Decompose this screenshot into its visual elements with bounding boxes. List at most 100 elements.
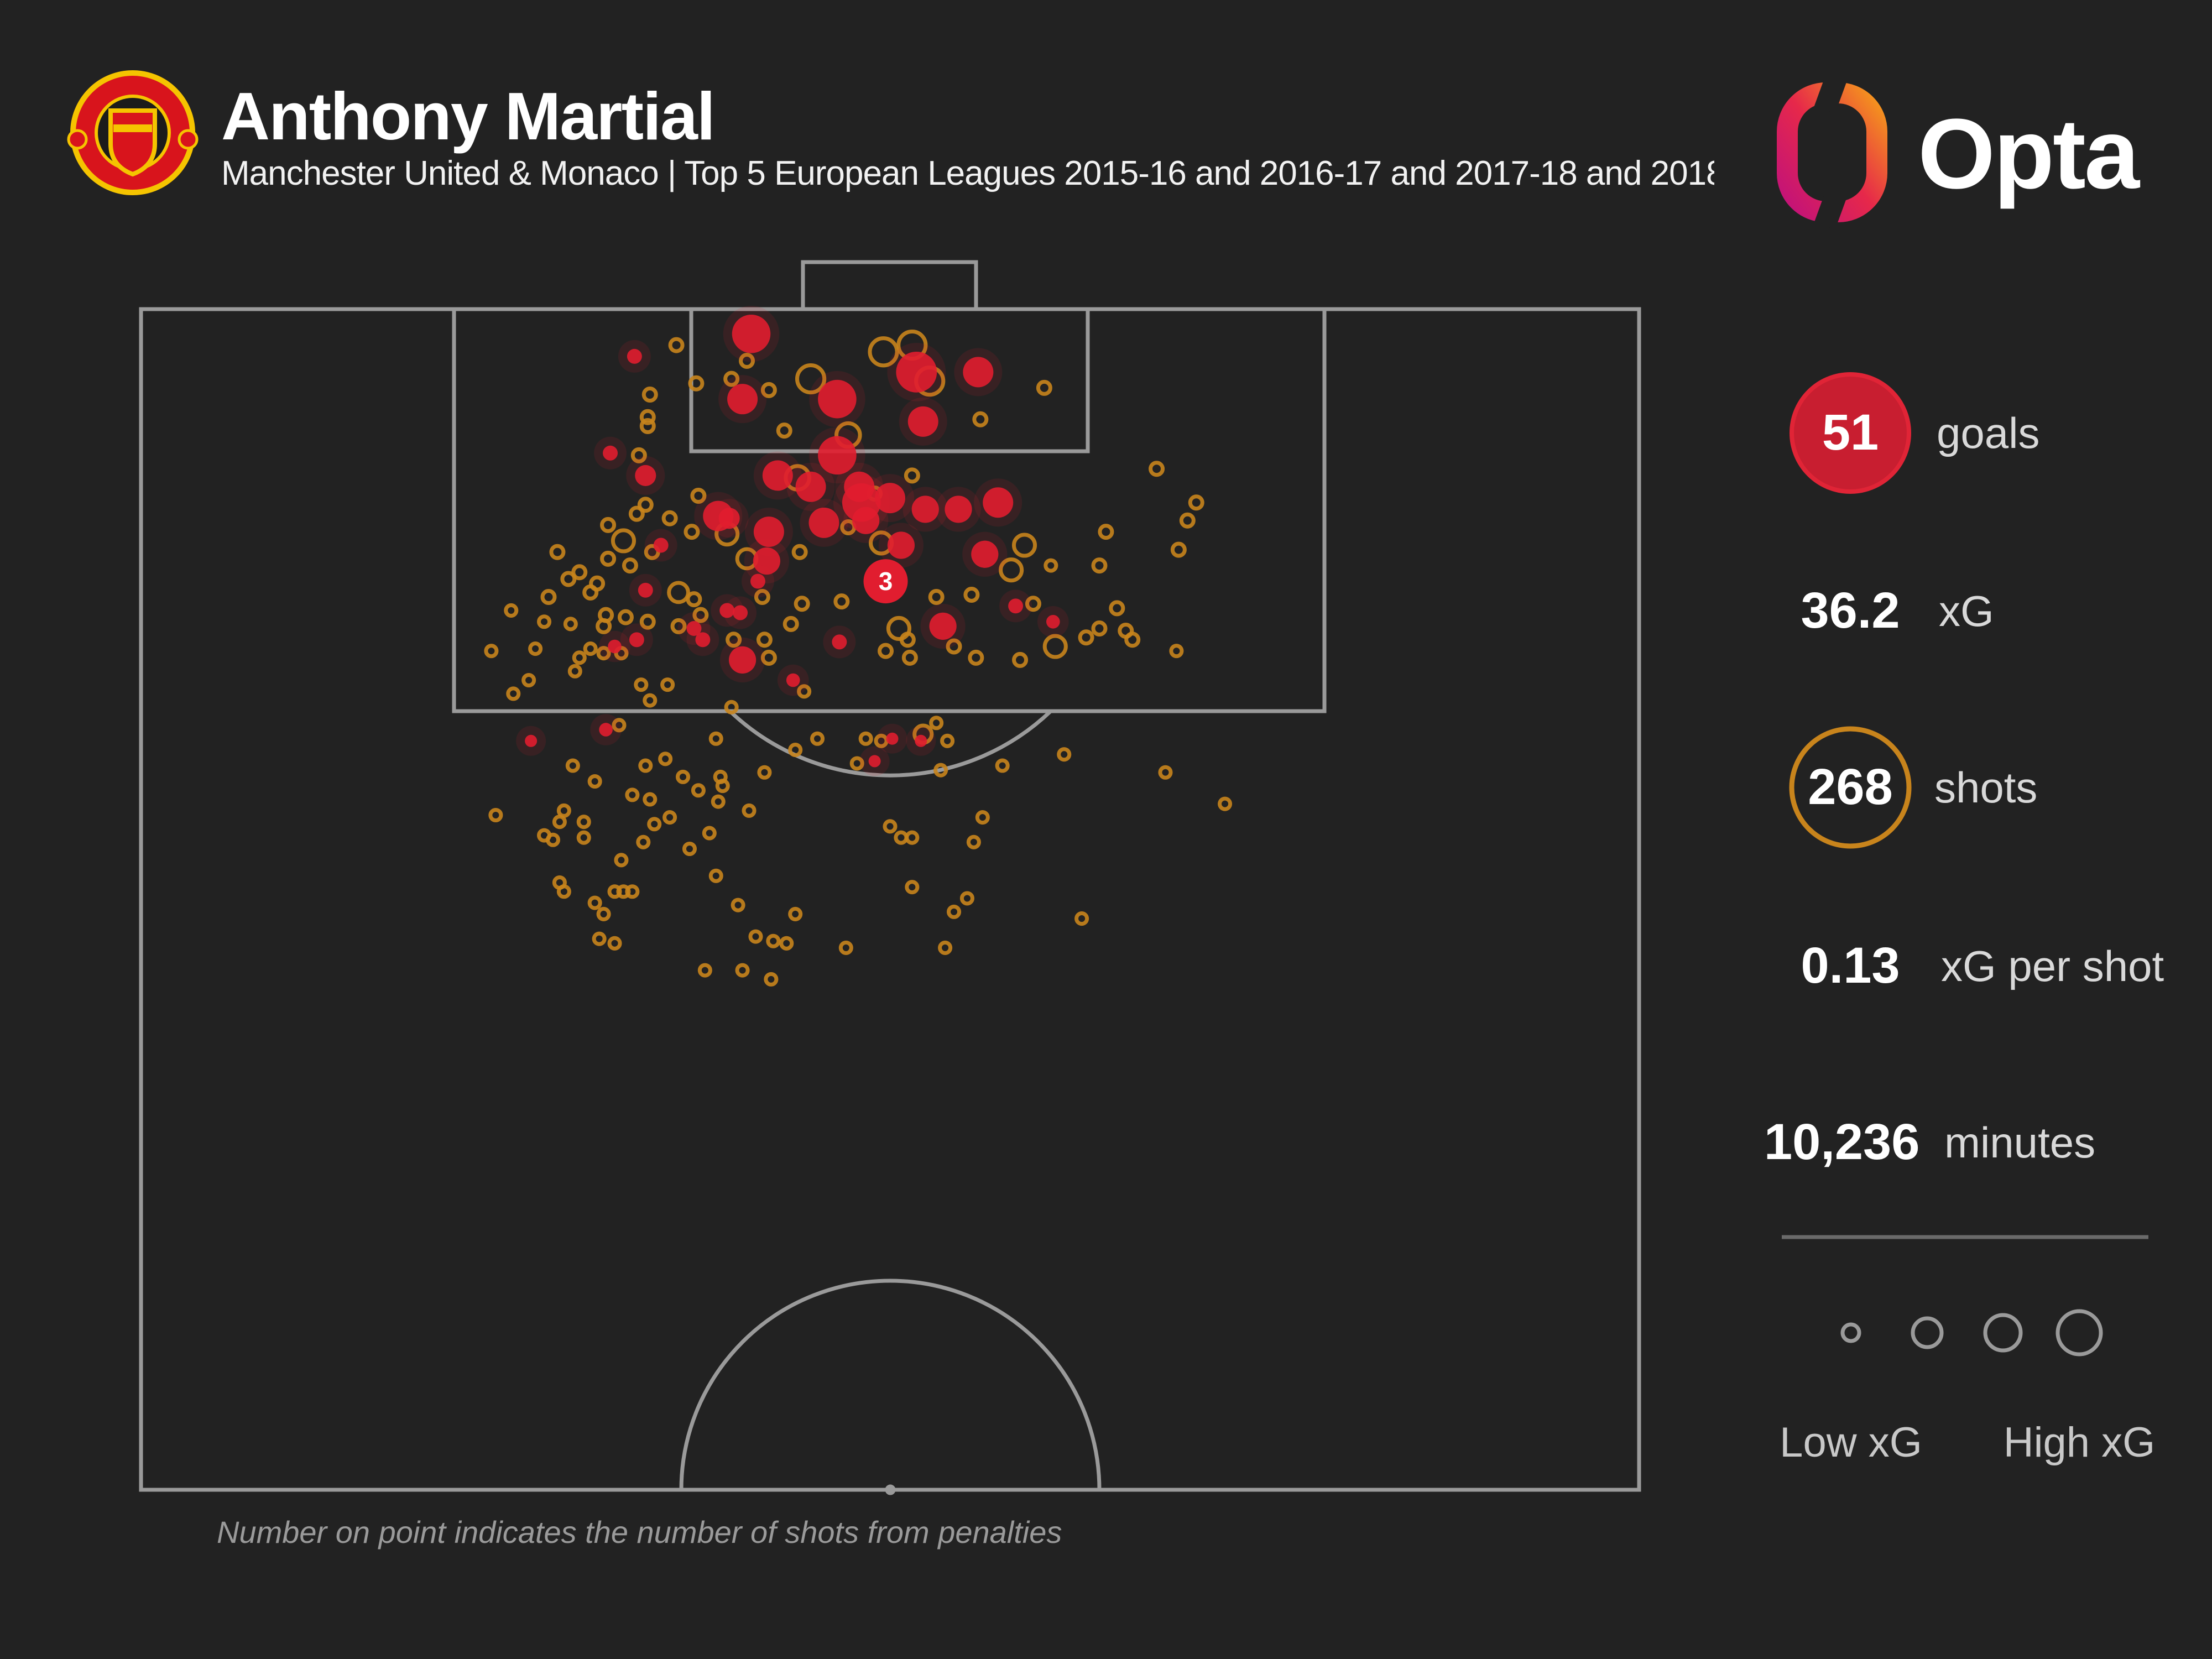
shot-point — [690, 488, 707, 504]
shot-point — [757, 765, 772, 780]
shot-point — [686, 591, 702, 608]
shot-point — [1169, 644, 1184, 659]
goal-point — [868, 755, 881, 768]
shot-point — [583, 641, 598, 656]
shot-point — [1091, 620, 1108, 637]
shot-point — [592, 931, 607, 946]
shot-point — [726, 632, 742, 648]
shot-point — [905, 830, 920, 845]
shot-point — [933, 763, 948, 778]
goal-point — [808, 507, 839, 538]
shot-point — [702, 826, 717, 841]
legend-low-xg-label: Low xG — [1780, 1419, 1922, 1466]
shot-point — [638, 758, 653, 773]
goal-point — [525, 734, 538, 747]
shot-point — [662, 810, 677, 825]
shot-point — [878, 643, 894, 659]
shot-point — [537, 614, 552, 629]
goal-point — [983, 487, 1014, 518]
legend-high-xg-label: High xG — [2003, 1419, 2156, 1466]
goal-point — [599, 723, 613, 737]
shot-point — [596, 618, 612, 634]
shot-point — [556, 884, 571, 899]
legend-circle-2 — [1911, 1316, 1944, 1349]
shot-point — [715, 779, 730, 794]
centre-spot — [885, 1484, 896, 1495]
goal-point — [627, 348, 642, 364]
shot-point — [643, 792, 658, 807]
shot-point — [1149, 461, 1165, 477]
goal-point — [733, 605, 748, 620]
shot-point — [596, 906, 611, 921]
shot-point — [661, 510, 678, 526]
shot-point — [1179, 512, 1196, 529]
shot-point — [858, 731, 873, 746]
footnote: Number on point indicates the number of … — [217, 1515, 1062, 1550]
shot-point — [1036, 379, 1052, 396]
goal-point — [638, 582, 653, 598]
shot-point — [975, 810, 990, 825]
shot-point — [946, 638, 962, 655]
shot-point — [999, 557, 1024, 583]
goal-point — [718, 508, 740, 529]
legend-circle-1 — [1840, 1322, 1861, 1343]
manchester-united-crest-logo — [67, 70, 199, 195]
shot-point — [959, 891, 974, 906]
goal-point — [896, 351, 937, 393]
shot-point — [675, 769, 691, 784]
goal-point — [795, 471, 826, 502]
goal-point — [887, 531, 915, 559]
goal-point — [653, 538, 669, 553]
shot-point — [697, 963, 712, 978]
shot-point — [596, 646, 611, 661]
penalty-marker: 3 — [863, 559, 908, 604]
shot-point — [756, 632, 773, 648]
shot-point — [658, 752, 673, 766]
shot-point — [484, 644, 499, 659]
shot-point — [938, 940, 953, 955]
shot-point — [766, 933, 781, 948]
goal-point — [818, 436, 857, 475]
goal-point — [753, 517, 784, 547]
page-subtitle: Manchester United & Monaco | Top 5 Europ… — [221, 154, 1714, 192]
goal-point — [832, 634, 847, 650]
shot-point — [874, 733, 889, 748]
shot-point — [625, 884, 640, 899]
opta-logo-icon — [1777, 74, 1887, 230]
shot-point — [611, 528, 637, 554]
shot-point — [883, 819, 898, 834]
shot-point — [1098, 524, 1114, 540]
goal-point — [719, 603, 735, 618]
goals-value: 51 — [1822, 404, 1879, 461]
shot-point — [639, 418, 656, 434]
shot-point — [947, 904, 962, 919]
shot-point — [528, 641, 543, 656]
shot-point — [791, 544, 808, 560]
shot-point — [1012, 651, 1029, 668]
goal-point — [963, 357, 994, 388]
shots-value: 268 — [1808, 759, 1893, 815]
goal-point — [629, 632, 644, 648]
shots-badge — [1789, 726, 1912, 849]
shot-point — [691, 783, 706, 798]
legend-circle-3 — [1983, 1313, 2023, 1353]
shot-point — [667, 581, 690, 604]
goal-point — [1046, 614, 1060, 629]
goal-point — [818, 379, 857, 419]
shot-point — [682, 841, 697, 857]
goal-point — [635, 465, 656, 486]
goal-point — [686, 620, 702, 636]
shot-point — [788, 743, 803, 758]
shot-point — [647, 817, 662, 832]
shot-point — [692, 607, 709, 623]
shot-point — [1074, 911, 1089, 926]
shot-point — [1011, 533, 1037, 558]
goals-badge — [1790, 372, 1911, 494]
shot-point — [563, 617, 578, 632]
shot-point — [972, 411, 989, 427]
xg-label: xG — [1939, 587, 1994, 635]
shot-point — [637, 497, 654, 513]
goal-point — [750, 573, 765, 589]
shot-point — [521, 672, 536, 688]
